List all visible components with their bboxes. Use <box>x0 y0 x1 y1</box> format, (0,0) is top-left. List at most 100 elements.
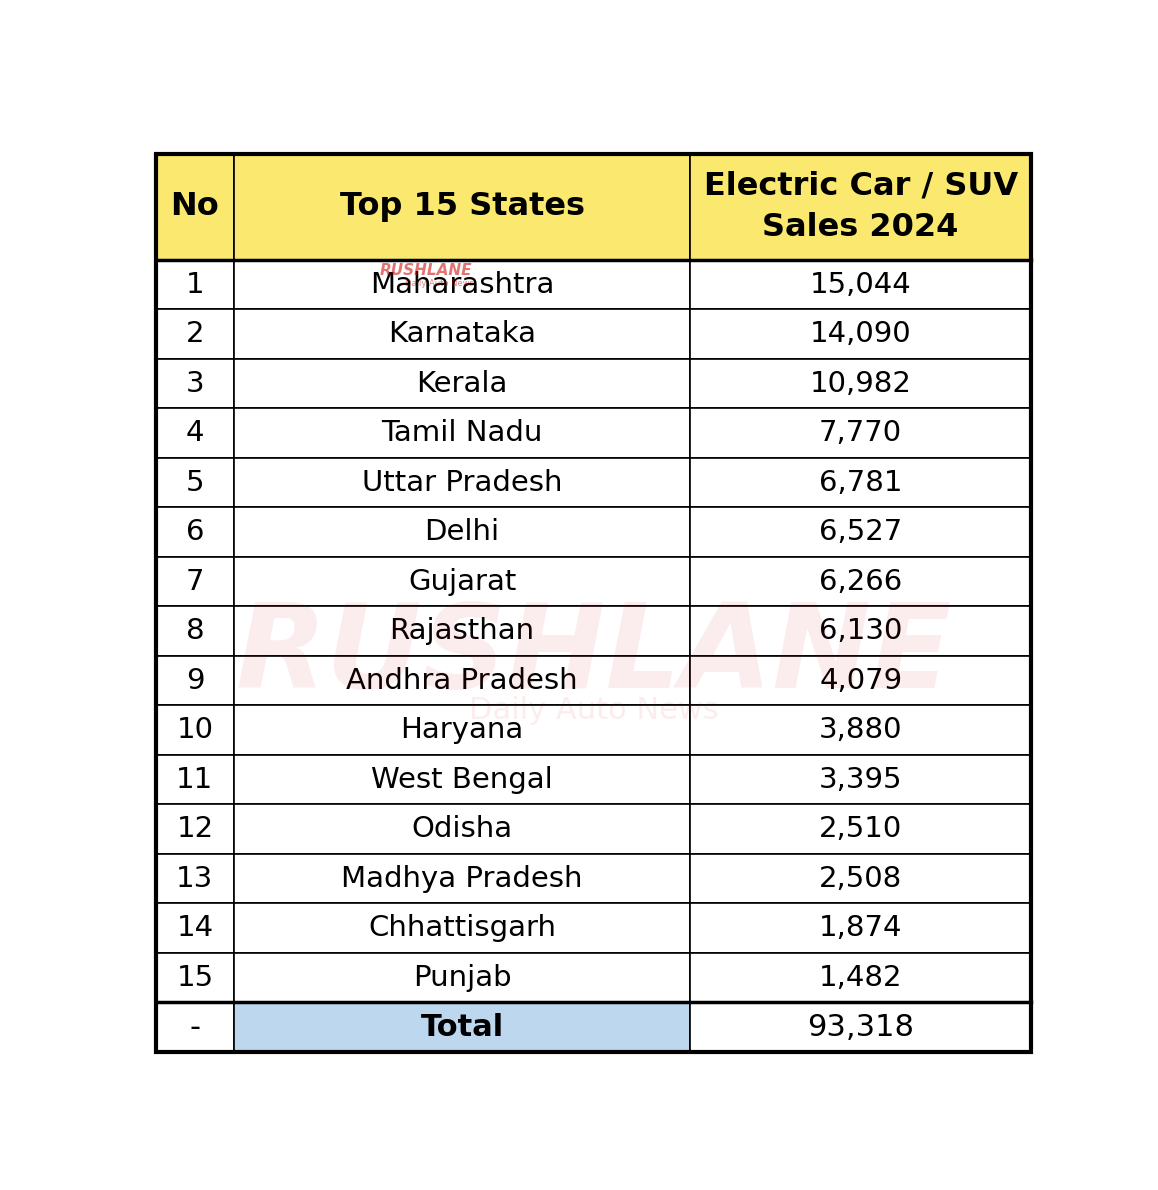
Bar <box>234 606 690 656</box>
Text: 10,982: 10,982 <box>809 370 911 397</box>
Text: Andhra Pradesh: Andhra Pradesh <box>346 666 578 695</box>
Text: 1,874: 1,874 <box>819 914 902 942</box>
Bar <box>234 953 690 1002</box>
Bar <box>690 259 1032 309</box>
Text: No: No <box>170 192 219 223</box>
Bar <box>234 656 690 706</box>
Text: Tamil Nadu: Tamil Nadu <box>381 419 543 447</box>
Text: 6,266: 6,266 <box>819 568 902 595</box>
Bar <box>234 408 690 458</box>
Bar <box>155 358 234 408</box>
Text: Madhya Pradesh: Madhya Pradesh <box>342 864 582 892</box>
Text: 1,482: 1,482 <box>819 964 902 991</box>
Text: 2,508: 2,508 <box>819 864 902 892</box>
Bar <box>234 259 690 309</box>
Bar <box>234 309 690 358</box>
Text: Delhi: Delhi <box>425 518 499 546</box>
Bar <box>690 557 1032 606</box>
Bar <box>155 507 234 557</box>
Bar <box>155 853 234 903</box>
Bar <box>690 953 1032 1002</box>
Text: 8: 8 <box>185 616 204 645</box>
Text: 14,090: 14,090 <box>809 320 911 347</box>
Text: Punjab: Punjab <box>412 964 512 991</box>
Text: -: - <box>190 1013 200 1041</box>
Text: Karnataka: Karnataka <box>388 320 536 347</box>
Text: RUSHLANE: RUSHLANE <box>380 263 472 277</box>
Bar <box>234 804 690 853</box>
Text: 7: 7 <box>185 568 204 595</box>
Text: Kerala: Kerala <box>417 370 507 397</box>
Bar <box>234 1002 690 1052</box>
Text: Top 15 States: Top 15 States <box>339 192 585 223</box>
Bar <box>234 557 690 606</box>
Text: Uttar Pradesh: Uttar Pradesh <box>361 469 563 496</box>
Bar <box>690 408 1032 458</box>
Bar <box>690 706 1032 754</box>
Bar <box>155 309 234 358</box>
Text: 6,130: 6,130 <box>819 616 902 645</box>
Bar <box>690 853 1032 903</box>
Text: 11: 11 <box>176 765 213 794</box>
Text: Daily Auto News: Daily Auto News <box>469 696 718 726</box>
Bar <box>155 706 234 754</box>
Bar <box>155 154 234 259</box>
Bar <box>234 853 690 903</box>
Bar <box>234 754 690 804</box>
Bar <box>234 706 690 754</box>
Text: 4,079: 4,079 <box>819 666 902 695</box>
Bar <box>155 953 234 1002</box>
Text: 7,770: 7,770 <box>819 419 902 447</box>
Text: 2,510: 2,510 <box>819 815 902 843</box>
Bar <box>690 754 1032 804</box>
Bar <box>155 656 234 706</box>
Text: Chhattisgarh: Chhattisgarh <box>368 914 556 942</box>
Bar <box>234 507 690 557</box>
Bar <box>155 903 234 953</box>
Bar <box>690 606 1032 656</box>
Bar <box>690 507 1032 557</box>
Bar <box>155 458 234 507</box>
Text: Electric Car / SUV
Sales 2024: Electric Car / SUV Sales 2024 <box>704 171 1018 243</box>
Bar <box>690 458 1032 507</box>
Text: 10: 10 <box>176 716 213 744</box>
Text: 15,044: 15,044 <box>809 270 911 299</box>
Text: 9: 9 <box>185 666 204 695</box>
Text: 15: 15 <box>176 964 213 991</box>
Text: 93,318: 93,318 <box>807 1013 914 1041</box>
Text: 13: 13 <box>176 864 213 892</box>
Bar <box>690 804 1032 853</box>
Bar <box>155 1002 234 1052</box>
Bar <box>155 754 234 804</box>
Text: 5: 5 <box>185 469 204 496</box>
Text: Gujarat: Gujarat <box>408 568 516 595</box>
Bar <box>234 154 690 259</box>
Text: 6,781: 6,781 <box>819 469 902 496</box>
Text: 3,395: 3,395 <box>819 765 902 794</box>
Text: 1: 1 <box>185 270 204 299</box>
Bar <box>155 804 234 853</box>
Bar <box>690 656 1032 706</box>
Text: 2: 2 <box>185 320 204 347</box>
Bar <box>234 458 690 507</box>
Bar <box>155 408 234 458</box>
Text: Maharashtra: Maharashtra <box>369 270 555 299</box>
Bar <box>155 259 234 309</box>
Bar <box>155 606 234 656</box>
Text: 3,880: 3,880 <box>819 716 902 744</box>
Bar <box>690 1002 1032 1052</box>
Text: Odisha: Odisha <box>411 815 513 843</box>
Bar <box>690 154 1032 259</box>
Text: West Bengal: West Bengal <box>372 765 554 794</box>
Text: 14: 14 <box>176 914 213 942</box>
Text: 6: 6 <box>185 518 204 546</box>
Text: Rajasthan: Rajasthan <box>389 616 535 645</box>
Text: 4: 4 <box>185 419 204 447</box>
Text: 3: 3 <box>185 370 204 397</box>
Bar <box>155 557 234 606</box>
Bar <box>690 358 1032 408</box>
Bar <box>690 903 1032 953</box>
Bar <box>234 903 690 953</box>
Text: 6,527: 6,527 <box>819 518 902 546</box>
Text: Total: Total <box>420 1013 504 1041</box>
